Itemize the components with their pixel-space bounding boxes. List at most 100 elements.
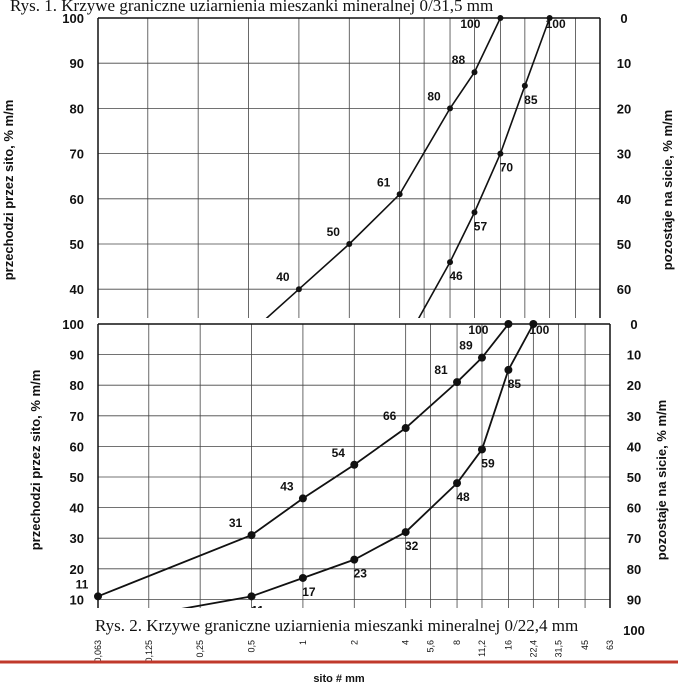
y-tick-label: 10 (70, 592, 84, 607)
series-1-point (396, 191, 403, 198)
series-1-line (97, 323, 510, 598)
x-tick-label: 0,063 (93, 640, 103, 663)
y-tick-label-right: 40 (627, 439, 641, 454)
series-1-data-label: 61 (377, 175, 391, 189)
y-tick-label-right: 70 (627, 531, 641, 546)
series-2-data-label: 48 (456, 490, 470, 504)
series-2-data-label: 23 (354, 567, 368, 581)
series-1-point (447, 105, 454, 112)
x-tick-label: 2 (349, 640, 359, 645)
series-1-data-label: 30 (226, 315, 240, 329)
series-2-point (298, 573, 307, 582)
series-2-data-label: 59 (481, 456, 495, 470)
y-tick-label-right: 60 (617, 282, 631, 297)
chart-2-series: 11 31 43 54 66 81 89 100 11 17 23 32 48 59 85 100 (76, 320, 550, 617)
series-1-point (295, 286, 302, 293)
series-2-point (350, 555, 359, 564)
chart-2-caption: Rys. 2. Krzywe graniczne uziarnienia mie… (95, 616, 578, 635)
y-tick-label: 80 (70, 101, 84, 116)
y-tick-label-right: 0 (630, 317, 637, 332)
series-2-point (521, 82, 528, 89)
y-tick-label-right: 50 (627, 470, 641, 485)
y-tick-label: 30 (70, 531, 84, 546)
series-1-data-label: 43 (280, 479, 294, 493)
y-tick-label: 80 (70, 378, 84, 393)
series-2-data-label: 11 (251, 603, 264, 617)
x-tick-label: 1 (298, 640, 308, 645)
series-2-point (447, 259, 454, 266)
series-2-point (471, 209, 478, 216)
series-1-point (453, 378, 462, 387)
series-1-data-label: 81 (434, 363, 448, 377)
series-2-data-label: 85 (524, 93, 538, 107)
chart-2-y-label-right: pozostaje na sicie, % m/m (654, 400, 669, 560)
y-tick-label: 40 (70, 501, 84, 516)
x-tick-label: 11,2 (477, 640, 487, 657)
chart-2-panel (0, 318, 678, 662)
series-2-point (529, 320, 538, 328)
chart-1-caption: Rys. 1. Krzywe graniczne uziarnienia mie… (10, 0, 493, 15)
series-2-point (477, 445, 486, 454)
series-1-point (94, 592, 102, 601)
chart-2-grid (0, 318, 678, 662)
y-tick-label-right: 10 (627, 348, 641, 363)
chart-2: 1009080706050403020100102030405060708090… (0, 317, 678, 684)
series-1-point (346, 241, 353, 247)
x-tick-label: 0,5 (247, 640, 257, 653)
y-tick-label-right: 20 (627, 378, 641, 393)
series-1-point (504, 320, 513, 328)
x-tick-label: 31,5 (554, 640, 564, 658)
y-tick-label-right: 50 (617, 237, 631, 252)
series-1-data-label: 100 (468, 323, 488, 337)
x-tick-label: 63 (605, 640, 615, 650)
y-tick-label: 70 (70, 409, 84, 424)
y-tick-label-right: 60 (627, 501, 641, 516)
y-tick-label-right: 10 (617, 56, 631, 71)
chart-1-y-label: przechodzi przez sito, % m/m (1, 100, 16, 281)
series-1-data-label: 31 (229, 516, 243, 530)
series-2-data-label: 57 (474, 219, 488, 233)
series-2-data-label: 46 (449, 269, 463, 283)
series-1-data-label: 54 (332, 446, 346, 460)
x-tick-label: 45 (580, 640, 590, 650)
chart-1-y-label-right: pozostaje na sicie, % m/m (660, 110, 675, 270)
series-2-point (401, 528, 410, 537)
chart-1-series: 3040506180881002646577085100 (226, 15, 566, 329)
x-tick-label: 22,4 (528, 640, 538, 658)
series-1-point (401, 424, 410, 433)
chart-1-grid (97, 17, 601, 318)
x-tick-label: 0,25 (195, 640, 205, 658)
x-tick-label: 8 (452, 640, 462, 645)
y-tick-label-right: 90 (627, 592, 641, 607)
series-1-data-label: 50 (327, 225, 341, 239)
x-tick-label: 16 (503, 640, 513, 650)
series-2-data-label: 70 (500, 161, 514, 175)
series-1-data-label: 40 (276, 270, 290, 284)
series-2-point (453, 479, 462, 488)
series-1-point (471, 69, 478, 76)
x-tick-label: 5,6 (426, 640, 436, 653)
series-1-data-label: 11 (76, 577, 89, 591)
y-tick-label: 50 (70, 470, 84, 485)
series-1-point (350, 460, 359, 469)
y-tick-label-right: 20 (617, 101, 631, 116)
series-1-point (298, 494, 307, 503)
x-tick-label: 0,125 (144, 640, 154, 663)
series-2-point (546, 15, 553, 21)
series-2-point (497, 150, 504, 157)
series-2-data-label: 85 (508, 377, 522, 391)
series-1-point (497, 15, 504, 21)
chart-2-axes: 1009080706050403020100102030405060708090… (62, 317, 645, 663)
y-tick-label-right: 80 (627, 562, 641, 577)
y-tick-label-right: 0 (620, 11, 627, 26)
y-tick-label: 90 (70, 348, 84, 363)
y-tick-label: 50 (70, 237, 84, 252)
series-2-data-label: 100 (529, 323, 549, 337)
y-tick-label: 40 (70, 282, 84, 297)
y-tick-label: 60 (70, 192, 84, 207)
chart-2-y-label: przechodzi przez sito, % m/m (28, 370, 43, 551)
y-tick-label: 60 (70, 439, 84, 454)
series-1-data-label: 66 (383, 409, 397, 423)
series-2-data-label: 100 (546, 17, 566, 31)
